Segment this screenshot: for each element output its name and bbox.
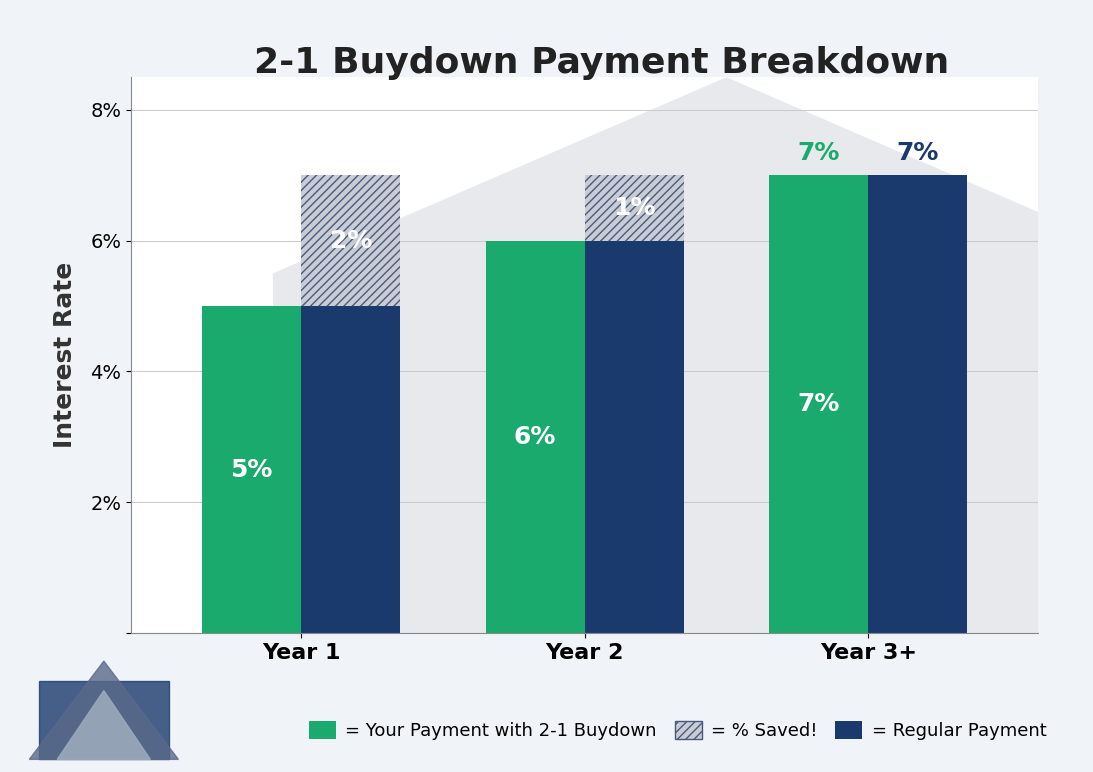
Text: 2-1 Buydown Payment Breakdown: 2-1 Buydown Payment Breakdown [254,46,949,80]
Bar [769,175,868,633]
Bar [485,241,585,633]
Bar [868,175,967,633]
Bar [585,241,684,633]
Legend: = Your Payment with 2-1 Buydown, = % Saved!, = Regular Payment: = Your Payment with 2-1 Buydown, = % Sav… [302,714,1054,747]
Text: 7%: 7% [896,141,939,165]
Bar [302,306,400,633]
Text: 2%: 2% [330,229,372,252]
Y-axis label: Interest Rate: Interest Rate [52,262,77,449]
Bar [585,175,684,241]
Polygon shape [30,661,178,760]
Text: 7%: 7% [798,392,839,416]
Text: 7%: 7% [798,141,839,165]
Polygon shape [38,681,169,760]
Polygon shape [273,77,1093,633]
Text: 5%: 5% [231,458,273,482]
Bar [302,175,400,306]
Bar [202,306,302,633]
Polygon shape [57,691,151,760]
Text: 6%: 6% [514,425,556,449]
Text: 1%: 1% [613,196,656,220]
